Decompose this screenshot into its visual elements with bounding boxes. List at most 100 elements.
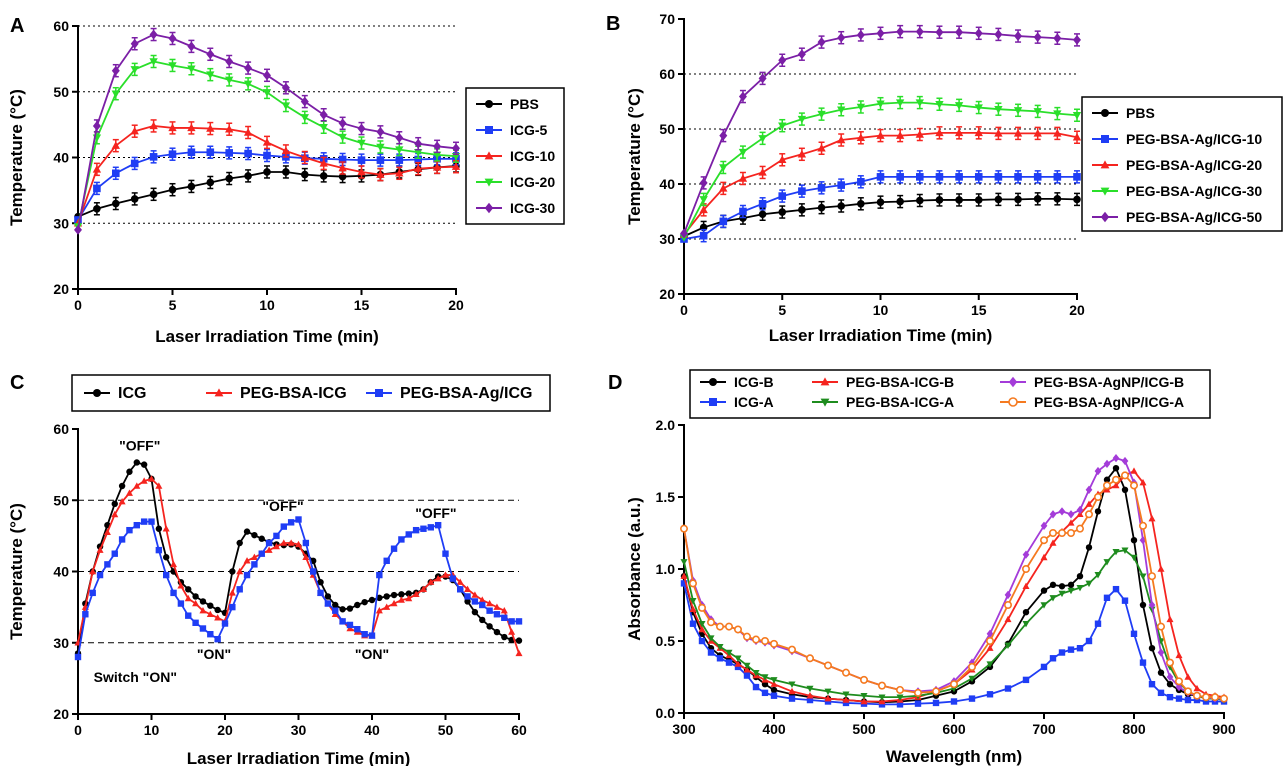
data-point [214,606,221,614]
data-point [244,63,253,74]
data-point [148,518,155,525]
data-point [258,535,265,542]
data-point [111,141,120,149]
data-point [806,685,814,693]
data-point [1175,651,1183,659]
data-point [1094,466,1102,476]
legend-marker [214,388,224,397]
data-point [420,525,427,532]
x-tick-label: 20 [1069,302,1085,318]
data-point [262,89,272,97]
data-point [133,459,140,466]
data-point [338,163,347,172]
data-point [860,693,868,700]
data-point [395,156,404,164]
data-point [500,607,508,614]
data-point [412,590,420,598]
data-point [1022,609,1030,616]
data-point [896,694,904,701]
data-point [689,605,697,613]
data-point [876,131,885,139]
data-point [397,596,405,603]
data-point [357,123,366,134]
data-point [680,572,688,579]
data-point [368,596,376,604]
data-point [74,224,82,235]
data-point [442,550,449,557]
data-point [419,585,427,593]
data-point [857,178,865,186]
data-point [1121,547,1129,554]
data-point [130,126,139,135]
data-point [1049,528,1058,537]
data-point [877,681,886,690]
data-point [1067,581,1075,589]
data-point [185,612,192,619]
y-tick-label: 20 [659,286,675,302]
data-point [93,204,101,213]
data-point [354,601,361,609]
data-point [221,620,229,627]
data-point [414,155,422,164]
data-point [914,700,922,707]
series-line [683,470,1225,703]
data-point [1130,630,1138,637]
data-point [770,692,778,699]
data-point [96,571,104,579]
data-point [1139,573,1147,580]
data-point [1033,129,1042,137]
data-point [479,601,486,609]
data-point [1004,615,1012,623]
data-point [376,170,385,178]
data-point [244,172,252,180]
data-point [177,600,185,607]
data-point [1175,677,1184,686]
data-point [383,557,390,565]
data-point [168,33,177,44]
data-point [427,578,435,585]
data-point [1166,615,1174,623]
legend-item: PBS [1092,105,1155,121]
data-point [788,681,796,688]
data-point [974,104,983,112]
data-point [707,649,715,656]
x-axis-title: Laser Irradiation Time (min) [187,749,411,766]
x-tick-label: 30 [291,722,307,738]
data-point [1112,585,1120,593]
data-point [155,525,163,532]
data-point [967,662,976,671]
data-point [955,173,963,181]
data-point [1049,595,1057,602]
legend-item: PEG-BSA-Ag/ICG-10 [1092,131,1262,147]
y-tick-label: 60 [53,421,69,437]
data-point [1220,694,1229,703]
data-point [679,524,688,533]
x-tick-label: 300 [672,721,696,737]
data-point [856,30,865,40]
data-point [272,542,280,550]
data-point [797,115,807,124]
data-point [817,110,826,119]
data-point [1085,580,1093,588]
series-icg-20 [73,54,461,231]
data-point [1073,195,1081,204]
annotation: "ON" [355,646,389,662]
data-point [699,231,708,240]
data-point [1049,655,1057,662]
data-point [1073,34,1081,45]
data-point [125,489,133,496]
legend: ICG-B ICG-A PEG-BSA-ICG-B PEG-BSA-ICG-A PEG-… [689,369,1211,419]
data-point [405,594,413,602]
data-point [733,625,742,634]
x-tick-label: 20 [448,297,464,313]
data-point [1103,594,1111,601]
x-tick-label: 0 [680,302,688,318]
data-point [163,571,170,579]
data-point [860,697,868,705]
data-point [751,635,760,644]
data-point [1184,673,1192,680]
data-point [1022,676,1030,684]
data-point [824,688,832,696]
data-point [1076,524,1085,533]
data-point [1053,129,1062,137]
